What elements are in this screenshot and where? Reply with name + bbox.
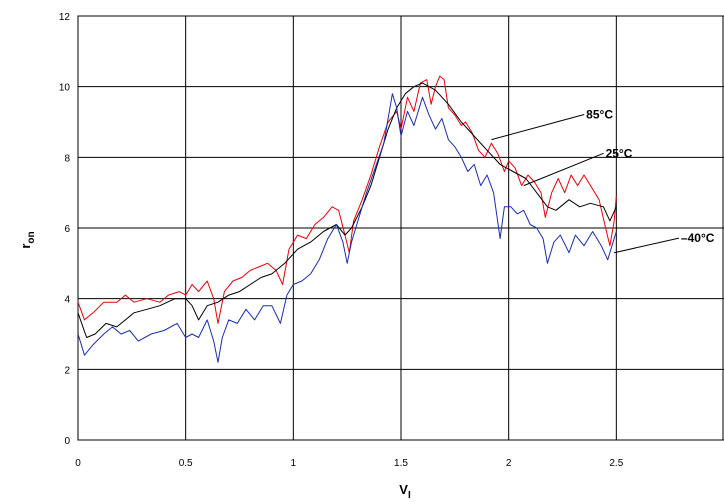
series-line-1 [77,82,617,338]
tick-labels: 0 0.5 1 1.5 2 2.5 0 2 4 6 8 10 12 [59,12,624,469]
y-tick-label: 12 [59,12,71,23]
y-tick-label: 4 [64,295,70,306]
y-tick-label: 0 [64,436,70,447]
x-tick-label: 2.5 [609,458,623,469]
y-tick-label: 6 [64,224,70,235]
plot-area-frame [77,15,724,441]
annotation-leader-2 [614,237,680,254]
x-tick-label: 2 [506,458,512,469]
y-axis-title: ron [18,231,37,248]
x-tick-label: 0.5 [179,458,193,469]
series-line-2 [77,93,617,363]
x-axis-subscript: I [408,490,411,501]
x-tick-label: 1 [291,458,297,469]
x-tick-label: 1.5 [394,458,408,469]
series-line-0 [77,75,617,324]
annotations: 85°C 25°C –40°C [491,107,715,254]
y-tick-label: 2 [64,365,70,376]
x-tick-label: 0 [75,458,81,469]
y-tick-label: 8 [64,153,70,164]
y-tick-label: 10 [59,83,71,94]
series-lines [77,75,617,363]
y-axis-subscript: on [26,231,37,243]
x-axis-title: VI [399,482,411,501]
annotation-label-1: 25°C [606,146,633,160]
y-axis-symbol: r [18,244,33,249]
annotation-label-2: –40°C [681,231,715,245]
annotation-leader-0 [491,113,585,141]
annotation-label-0: 85°C [586,107,613,121]
x-axis-symbol: V [399,482,408,497]
grid [77,15,724,441]
annotation-leader-1 [523,152,604,187]
